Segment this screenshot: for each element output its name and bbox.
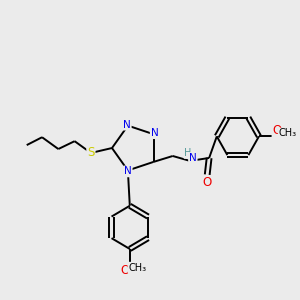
Text: H: H bbox=[184, 148, 192, 158]
Text: CH₃: CH₃ bbox=[128, 262, 146, 273]
Text: S: S bbox=[87, 146, 94, 159]
Text: N: N bbox=[124, 167, 132, 176]
Text: CH₃: CH₃ bbox=[279, 128, 297, 138]
Text: O: O bbox=[202, 176, 212, 189]
Text: O: O bbox=[272, 124, 282, 137]
Text: N: N bbox=[189, 153, 197, 163]
Text: O: O bbox=[120, 264, 130, 277]
Text: N: N bbox=[151, 128, 158, 138]
Text: N: N bbox=[123, 120, 131, 130]
